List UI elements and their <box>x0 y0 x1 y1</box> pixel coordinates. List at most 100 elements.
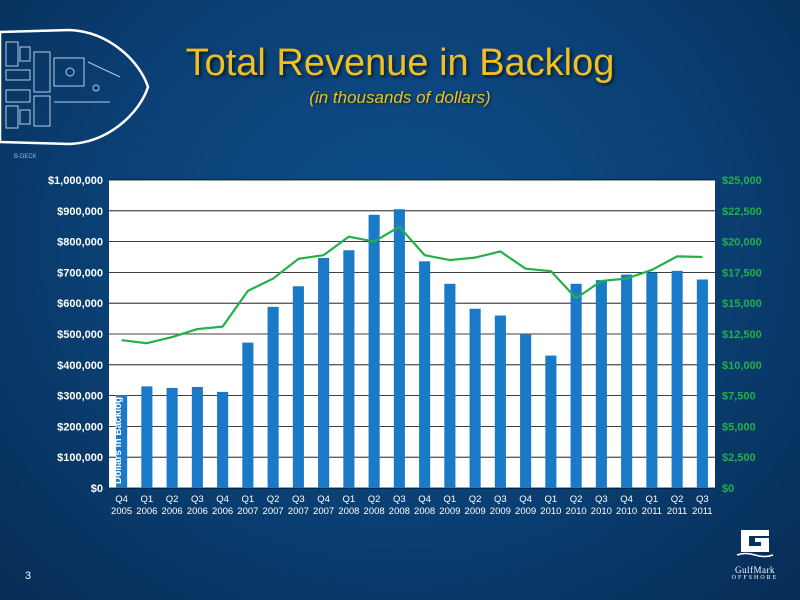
x-tick-year: 2010 <box>566 506 587 517</box>
x-tick-year: 2010 <box>616 506 637 517</box>
y-tick-label: $1,000,000 <box>48 175 103 187</box>
y2-tick-label: $10,000 <box>722 360 762 372</box>
ship-deck-plan <box>0 28 150 146</box>
x-tick-year: 2011 <box>642 506 662 517</box>
slide-subtitle: (in thousands of dollars) <box>309 88 491 107</box>
x-tick-quarter: Q2 <box>570 494 583 505</box>
y2-tick-label: $20,000 <box>722 237 762 249</box>
logo-name: GulfMark <box>735 565 775 575</box>
bar <box>696 279 708 488</box>
x-tick-year: 2005 <box>111 506 132 517</box>
x-tick-quarter: Q1 <box>343 494 356 505</box>
y-tick-label: $300,000 <box>57 391 103 403</box>
y2-tick-label: $7,500 <box>722 391 756 403</box>
bar <box>494 315 506 488</box>
y-axis-label: Dollars in Backlog <box>113 397 124 484</box>
x-tick-quarter: Q1 <box>646 494 659 505</box>
bar <box>469 308 481 488</box>
y2-tick-label: $17,500 <box>722 267 762 279</box>
x-tick-year: 2006 <box>212 506 233 517</box>
bar <box>242 342 254 488</box>
x-tick-quarter: Q3 <box>393 494 406 505</box>
x-tick-year: 2010 <box>591 506 612 517</box>
y2-tick-label: $2,500 <box>722 452 756 464</box>
x-tick-year: 2007 <box>237 506 258 517</box>
x-tick-year: 2011 <box>692 506 712 517</box>
x-tick-year: 2008 <box>414 506 435 517</box>
y-tick-label: $200,000 <box>57 421 103 433</box>
y2-tick-label: $5,000 <box>722 421 756 433</box>
y-tick-label: $900,000 <box>57 206 103 218</box>
y-tick-label: $400,000 <box>57 360 103 372</box>
bar <box>520 334 532 488</box>
x-tick-year: 2008 <box>389 506 410 517</box>
x-tick-quarter: Q4 <box>115 494 128 505</box>
bar <box>116 395 128 488</box>
x-tick-quarter: Q2 <box>469 494 482 505</box>
x-tick-year: 2007 <box>288 506 309 517</box>
x-tick-year: 2007 <box>313 506 334 517</box>
x-tick-year: 2009 <box>515 506 536 517</box>
y-tick-label: $0 <box>91 483 103 495</box>
bar <box>318 257 330 488</box>
x-tick-quarter: Q3 <box>292 494 305 505</box>
x-tick-quarter: Q4 <box>620 494 633 505</box>
bar <box>191 386 203 488</box>
x-tick-quarter: Q4 <box>317 494 330 505</box>
x-tick-quarter: Q2 <box>368 494 381 505</box>
x-tick-year: 2006 <box>187 506 208 517</box>
logo-sub: OFFSHORE <box>731 575 779 581</box>
x-tick-quarter: Q4 <box>519 494 532 505</box>
x-tick-quarter: Q4 <box>216 494 229 505</box>
logo-mark-icon <box>736 530 774 558</box>
bar <box>217 391 229 488</box>
x-tick-quarter: Q1 <box>444 494 457 505</box>
bar <box>419 261 431 488</box>
bar <box>545 355 557 488</box>
y2-tick-label: $15,000 <box>722 298 762 310</box>
bar <box>444 283 456 488</box>
x-tick-year: 2009 <box>465 506 486 517</box>
y-tick-label: $600,000 <box>57 298 103 310</box>
bar <box>292 286 304 488</box>
x-tick-quarter: Q1 <box>141 494 154 505</box>
y-tick-label: $100,000 <box>57 452 103 464</box>
bar <box>343 250 355 488</box>
bar <box>595 280 607 488</box>
x-tick-quarter: Q3 <box>191 494 204 505</box>
y2-tick-label: $25,000 <box>722 175 762 187</box>
y2-tick-label: $12,500 <box>722 329 762 341</box>
x-tick-quarter: Q2 <box>166 494 179 505</box>
x-tick-year: 2009 <box>439 506 460 517</box>
revenue-line <box>121 225 703 345</box>
x-tick-year: 2008 <box>338 506 359 517</box>
x-tick-quarter: Q3 <box>595 494 608 505</box>
x-tick-quarter: Q3 <box>696 494 709 505</box>
bar <box>368 214 380 488</box>
slide-number: 3 <box>25 570 32 582</box>
bar <box>267 306 279 488</box>
bar <box>621 274 633 488</box>
bar <box>166 387 178 488</box>
x-tick-quarter: Q3 <box>494 494 507 505</box>
x-tick-year: 2006 <box>136 506 157 517</box>
x-tick-year: 2011 <box>667 506 687 517</box>
x-tick-quarter: Q1 <box>545 494 558 505</box>
deck-label: B-DECK <box>14 154 37 160</box>
slide-title: Total Revenue in Backlog <box>185 42 615 84</box>
y-tick-label: $700,000 <box>57 267 103 279</box>
x-tick-year: 2007 <box>263 506 284 517</box>
x-tick-quarter: Q2 <box>267 494 280 505</box>
x-tick-year: 2010 <box>540 506 561 517</box>
bar <box>570 283 582 488</box>
y2-tick-label: $22,500 <box>722 206 762 218</box>
bar <box>393 209 405 488</box>
x-tick-quarter: Q4 <box>418 494 431 505</box>
x-tick-quarter: Q1 <box>242 494 255 505</box>
x-tick-year: 2008 <box>364 506 385 517</box>
x-tick-year: 2006 <box>162 506 183 517</box>
company-logo: GulfMark OFFSHORE <box>716 524 794 594</box>
y-tick-label: $800,000 <box>57 237 103 249</box>
y2-tick-label: $0 <box>722 483 734 495</box>
